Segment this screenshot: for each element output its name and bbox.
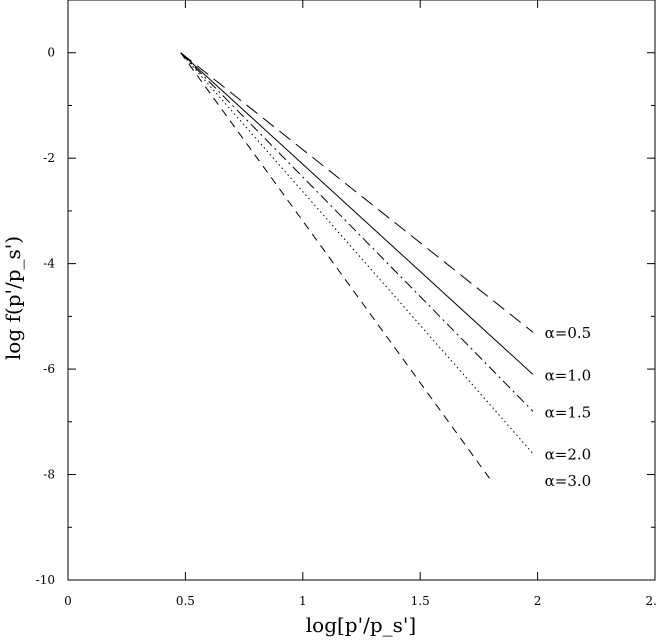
series-label: α=3.0 [545, 472, 592, 490]
y-axis-title: log f(p'/p_s') [1, 236, 25, 360]
ticks: 0 0.5 1 1.5 2 2.5 0 -2 -4 -6 -8 -10 [36, 0, 656, 608]
y-tick-label: -2 [43, 151, 55, 165]
series-labels: α=0.5 α=1.0 α=1.5 α=2.0 α=3.0 [545, 324, 592, 490]
x-axis-title: log[p'/p_s'] [306, 613, 416, 637]
series-line [180, 52, 492, 481]
series-label: α=0.5 [545, 324, 592, 342]
series-line [180, 52, 534, 333]
series-label: α=1.5 [545, 403, 592, 421]
x-tick-label: 1.5 [411, 594, 430, 608]
series-line [180, 52, 534, 454]
plot-frame [67, 0, 656, 581]
y-tick-label: -4 [43, 257, 55, 271]
x-tick-label: 2.5 [645, 594, 656, 608]
series-label: α=2.0 [545, 445, 592, 463]
y-tick-label: 0 [47, 46, 55, 60]
series-line [180, 52, 534, 412]
x-tick-label: 2 [534, 594, 542, 608]
series-group [180, 52, 534, 481]
x-tick-label: 0.5 [176, 594, 195, 608]
series-label: α=1.0 [545, 366, 592, 384]
y-tick-label: -8 [43, 468, 55, 482]
x-tick-label: 0 [64, 594, 72, 608]
y-tick-label: -6 [43, 362, 55, 376]
x-tick-label: 1 [299, 594, 307, 608]
y-tick-label: -10 [36, 573, 55, 587]
series-line [180, 52, 534, 375]
